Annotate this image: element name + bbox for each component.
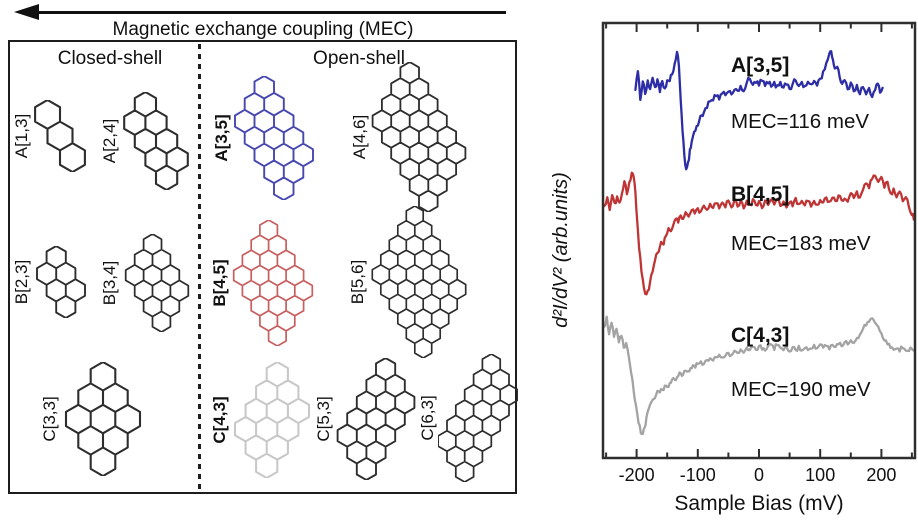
- molecule-a13: A[1,3]: [12, 100, 88, 172]
- molecule-a35: A[3,5]: [212, 76, 316, 200]
- molecule-label: A[3,5]: [212, 114, 231, 162]
- molecule-structure: [371, 62, 467, 212]
- mec-arrow-label: Magnetic exchange coupling (MEC): [112, 19, 414, 40]
- molecule-structure: [36, 246, 86, 318]
- molecule-c63: C[6,3]: [418, 354, 518, 482]
- molecule-b34: B[3,4]: [100, 234, 194, 332]
- x-tick-label: -100: [680, 465, 716, 485]
- molecule-structure: [233, 362, 311, 478]
- molecule-label: A[2,4]: [100, 118, 119, 164]
- molecule-label: A[4,6]: [350, 114, 369, 160]
- molecule-structure: [371, 206, 467, 358]
- chart-axes: -200 -100 0 100 200: [605, 23, 913, 485]
- molecule-structure: [64, 362, 142, 476]
- molecule-a24: A[2,4]: [100, 92, 192, 190]
- molecule-structure: [124, 234, 190, 332]
- molecule-structure: [34, 100, 86, 172]
- x-tick-label: 100: [805, 465, 835, 485]
- series-mec-c43: MEC=190 meV: [731, 378, 871, 401]
- molecule-label: B[4,5]: [210, 259, 229, 307]
- column-header-open-shell: Open-shell: [313, 48, 405, 69]
- shell-divider: [198, 44, 201, 490]
- y-axis-label: d²I/dV² (arb.units): [550, 172, 572, 328]
- molecule-structure: [234, 76, 314, 200]
- spectrum-curve-A[3,5]: [634, 50, 884, 171]
- x-tick-label: -200: [619, 465, 655, 485]
- molecule-label: C[5,3]: [314, 396, 333, 442]
- molecule-structure: [438, 354, 518, 482]
- molecule-label: A[1,3]: [12, 113, 31, 159]
- molecule-label: C[4,3]: [210, 396, 229, 444]
- molecule-structure: [232, 220, 314, 346]
- molecule-c33: C[3,3]: [40, 362, 146, 476]
- x-tick-label: 200: [866, 465, 896, 485]
- molecule-c43: C[4,3]: [210, 362, 314, 478]
- molecule-a46: A[4,6]: [350, 62, 468, 212]
- series-label-a35: A[3,5]: [731, 54, 789, 77]
- series-mec-a35: MEC=116 meV: [731, 110, 869, 133]
- series-label-b45: B[4,5]: [731, 183, 789, 206]
- molecule-c53: C[5,3]: [314, 358, 418, 480]
- d2IdV2-spectra-chart: -200 -100 0 100 200 A[3,5] MEC=116 meV B[4,5…: [550, 21, 917, 515]
- molecule-b45: B[4,5]: [210, 220, 316, 346]
- molecule-label: B[5,6]: [348, 259, 367, 305]
- molecule-b56: B[5,6]: [348, 206, 470, 358]
- molecule-b23: B[2,3]: [12, 246, 90, 318]
- spectrum-curve-C[4,3]: [603, 315, 915, 436]
- series-mec-b45: MEC=183 meV: [731, 232, 871, 255]
- molecule-structure: [336, 358, 416, 480]
- spectrum-curve-B[4,5]: [603, 171, 915, 296]
- molecule-label: C[6,3]: [418, 395, 437, 441]
- chart-curves: [603, 50, 915, 436]
- column-header-closed-shell: Closed-shell: [57, 48, 163, 69]
- molecule-label: C[3,3]: [40, 396, 59, 442]
- arrow-left-icon: [14, 4, 39, 20]
- molecule-structure: [123, 92, 189, 190]
- molecule-label: B[3,4]: [100, 260, 119, 306]
- series-label-c43: C[4,3]: [731, 324, 789, 347]
- x-axis-label: Sample Bias (mV): [674, 492, 843, 515]
- x-tick-label: 0: [754, 465, 764, 485]
- mec-arrow: [36, 11, 506, 14]
- molecule-label: B[2,3]: [12, 259, 31, 305]
- plot-frame: [601, 21, 917, 460]
